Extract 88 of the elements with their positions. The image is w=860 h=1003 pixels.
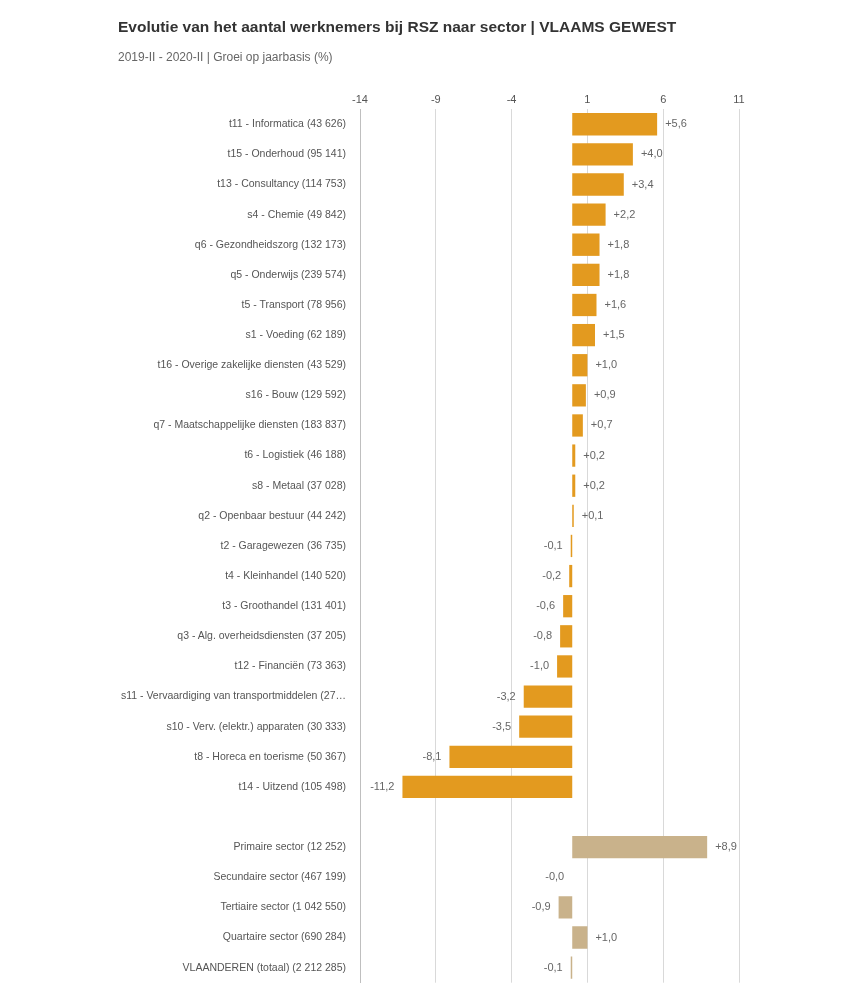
data-label: -0,6 bbox=[536, 599, 556, 612]
data-label: +1,8 bbox=[607, 267, 630, 280]
data-label: -0,0 bbox=[545, 870, 565, 883]
y-tick-label: t15 - Onderhoud (95 141) bbox=[227, 147, 346, 160]
data-label: +1,8 bbox=[607, 237, 630, 250]
data-label: -8,1 bbox=[422, 749, 442, 762]
data-label: -1,0 bbox=[530, 659, 550, 672]
bar bbox=[572, 836, 708, 859]
y-tick-label: t5 - Transport (78 956) bbox=[241, 297, 346, 310]
bar bbox=[572, 113, 658, 136]
x-tick-label: -4 bbox=[506, 92, 517, 105]
y-tick-label: q5 - Onderwijs (239 574) bbox=[230, 267, 346, 280]
data-label: +1,6 bbox=[604, 298, 627, 311]
data-label: +0,2 bbox=[583, 478, 605, 491]
data-label: -11,2 bbox=[370, 779, 395, 792]
bar bbox=[558, 896, 573, 919]
bar bbox=[572, 926, 588, 949]
y-tick-label: t3 - Groothandel (131 401) bbox=[222, 599, 346, 612]
y-tick-label: s4 - Chemie (49 842) bbox=[247, 207, 346, 220]
x-tick-label: 6 bbox=[660, 92, 667, 105]
data-label: -0,9 bbox=[531, 900, 551, 913]
x-tick-label: -14 bbox=[352, 92, 368, 105]
y-tick-label: Quartaire sector (690 284) bbox=[222, 930, 346, 943]
bar bbox=[572, 354, 588, 377]
data-label: +1,5 bbox=[602, 328, 625, 341]
y-tick-label: q2 - Openbaar bestuur (44 242) bbox=[198, 508, 346, 521]
y-tick-label: VLAANDEREN (totaal) (2 212 285) bbox=[182, 960, 346, 973]
y-tick-label: Tertiaire sector (1 042 550) bbox=[220, 900, 346, 913]
data-label: +5,6 bbox=[665, 117, 687, 130]
y-tick-label: s8 - Metaal (37 028) bbox=[252, 478, 346, 491]
y-tick-label: t4 - Kleinhandel (140 520) bbox=[225, 568, 346, 581]
bar bbox=[572, 143, 633, 166]
data-label: +8,9 bbox=[715, 840, 737, 853]
y-tick-label: Secundaire sector (467 199) bbox=[213, 870, 346, 883]
bar bbox=[572, 444, 576, 467]
y-tick-label: s16 - Bouw (129 592) bbox=[245, 388, 346, 401]
y-tick-label: t12 - Financiën (73 363) bbox=[234, 659, 346, 672]
bar bbox=[572, 173, 624, 196]
y-tick-label: t2 - Garagewezen (36 735) bbox=[220, 538, 346, 551]
data-label: -0,1 bbox=[543, 960, 563, 973]
data-label: +0,9 bbox=[593, 388, 616, 401]
y-tick-label: t16 - Overige zakelijke diensten (43 529) bbox=[157, 358, 346, 371]
data-label: -0,1 bbox=[543, 538, 563, 551]
data-label: +3,4 bbox=[631, 177, 654, 190]
x-tick-label: 1 bbox=[584, 92, 591, 105]
y-tick-label: t13 - Consultancy (114 753) bbox=[217, 177, 346, 190]
data-label: +2,2 bbox=[613, 207, 636, 220]
x-tick-label: 11 bbox=[733, 92, 745, 105]
x-tick-label: -9 bbox=[430, 92, 441, 105]
bar bbox=[560, 625, 573, 648]
bar bbox=[449, 745, 573, 768]
data-label: +4,0 bbox=[640, 147, 663, 160]
data-label: +1,0 bbox=[595, 930, 618, 943]
bar bbox=[519, 715, 573, 738]
chart-title: Evolutie van het aantal werknemers bij RSZ naar sector | VLAAMS GEWEST bbox=[118, 18, 677, 36]
bar bbox=[572, 263, 600, 287]
y-tick-label: Primaire sector (12 252) bbox=[233, 840, 346, 853]
bar bbox=[572, 323, 595, 347]
bar bbox=[572, 384, 586, 407]
data-label: -0,2 bbox=[542, 569, 562, 582]
y-tick-label: s11 - Vervaardiging van transportmiddelen (27… bbox=[120, 689, 346, 702]
y-tick-label: t14 - Uitzend (105 498) bbox=[238, 779, 346, 792]
y-tick-label: q3 - Alg. overheidsdiensten (37 205) bbox=[177, 629, 346, 642]
y-tick-label: t11 - Informatica (43 626) bbox=[228, 117, 346, 130]
y-tick-label: q6 - Gezondheidszorg (132 173) bbox=[194, 237, 346, 250]
bar bbox=[572, 414, 583, 437]
bar bbox=[402, 775, 573, 799]
bar bbox=[569, 564, 573, 588]
data-label: -3,5 bbox=[492, 719, 512, 732]
bar bbox=[563, 595, 573, 618]
data-label: -0,8 bbox=[533, 629, 553, 642]
data-label: +0,7 bbox=[590, 418, 613, 431]
y-tick-label: s10 - Verv. (elektr.) apparaten (30 333) bbox=[166, 719, 346, 732]
y-tick-label: t6 - Logistiek (46 188) bbox=[244, 448, 346, 461]
y-tick-label: t8 - Horeca en toerisme (50 367) bbox=[194, 749, 346, 762]
bar bbox=[523, 685, 573, 708]
text: 2019-II - 2020-II | Groei op jaarbasis (%) bbox=[118, 50, 333, 64]
bar bbox=[572, 233, 600, 256]
bar bbox=[557, 655, 573, 678]
data-label: +1,0 bbox=[595, 358, 618, 371]
bar bbox=[572, 474, 576, 497]
y-tick-label: q7 - Maatschappelijke diensten (183 837) bbox=[153, 418, 346, 431]
data-label: +0,1 bbox=[581, 508, 604, 521]
data-label: +0,2 bbox=[583, 448, 605, 461]
y-tick-label: s1 - Voeding (62 189) bbox=[245, 328, 346, 340]
bar bbox=[572, 293, 597, 317]
data-label: -3,2 bbox=[496, 689, 516, 702]
bar bbox=[572, 203, 606, 226]
